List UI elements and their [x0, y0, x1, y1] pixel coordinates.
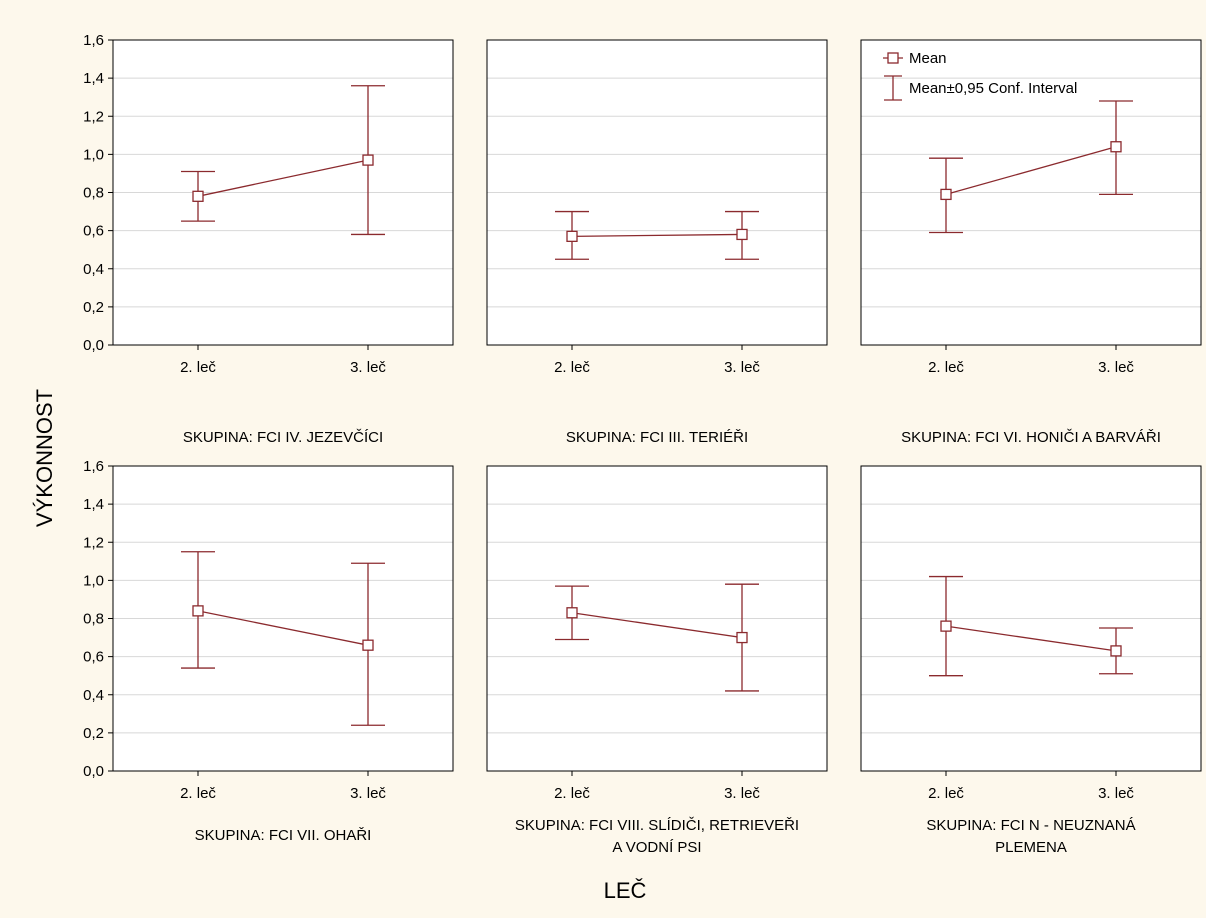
- mean-line: [945, 146, 1117, 196]
- mean-marker: [940, 620, 952, 632]
- plot-frame: [486, 465, 828, 772]
- y-tick-label: 0,4: [83, 261, 104, 278]
- y-tick-label: 1,2: [83, 108, 104, 125]
- mean-marker: [1110, 141, 1122, 153]
- x-tick-label: 2. leč: [554, 359, 590, 376]
- y-tick-label: 0,0: [83, 337, 104, 354]
- x-tick-label: 2. leč: [928, 359, 964, 376]
- mean-line: [197, 610, 369, 646]
- y-tick-label: 0,0: [83, 763, 104, 780]
- plot-frame: [860, 39, 1202, 346]
- panel-title: SKUPINA: FCI VIII. SLÍDIČI, RETRIEVEŘI: [515, 817, 799, 834]
- mean-line: [571, 612, 743, 639]
- mean-marker: [940, 188, 952, 201]
- panel-title: A VODNÍ PSI: [612, 839, 701, 856]
- x-tick-label: 2. leč: [928, 785, 964, 802]
- y-tick-label: 1,0: [83, 572, 104, 589]
- y-tick-label: 1,6: [83, 32, 104, 49]
- y-tick-label: 1,6: [83, 458, 104, 475]
- y-tick-label: 0,2: [83, 299, 104, 316]
- legend-ci-label: Mean±0,95 Conf. Interval: [909, 80, 1077, 97]
- y-axis-label: VÝKONNOST: [32, 389, 57, 527]
- plot-frame: [860, 465, 1202, 772]
- x-tick-label: 2. leč: [554, 785, 590, 802]
- mean-line: [197, 159, 369, 197]
- y-tick-label: 1,0: [83, 146, 104, 163]
- y-tick-label: 0,2: [83, 725, 104, 742]
- mean-marker: [736, 631, 748, 644]
- x-tick-label: 3. leč: [724, 785, 760, 802]
- y-tick-label: 0,4: [83, 687, 104, 704]
- y-tick-label: 1,4: [83, 70, 104, 87]
- mean-line: [571, 233, 743, 237]
- panel-title: SKUPINA: FCI IV. JEZEVČÍCI: [183, 429, 383, 446]
- x-tick-label: 2. leč: [180, 359, 216, 376]
- x-tick-label: 2. leč: [180, 785, 216, 802]
- x-tick-label: 3. leč: [350, 785, 386, 802]
- x-tick-label: 3. leč: [724, 359, 760, 376]
- legend-mean-marker: [887, 52, 899, 64]
- x-tick-label: 3. leč: [350, 359, 386, 376]
- y-tick-label: 0,8: [83, 611, 104, 628]
- mean-marker: [566, 230, 578, 242]
- mean-line: [945, 625, 1117, 652]
- x-axis-label: LEČ: [604, 878, 647, 903]
- mean-marker: [1110, 645, 1122, 657]
- panel-title: SKUPINA: FCI VII. OHAŘI: [195, 827, 372, 844]
- y-tick-label: 1,4: [83, 496, 104, 513]
- mean-marker: [362, 639, 374, 651]
- y-tick-label: 0,6: [83, 223, 104, 240]
- mean-marker: [736, 228, 748, 241]
- plot-frame: [486, 39, 828, 346]
- panel-title: SKUPINA: FCI III. TERIÉŘI: [566, 429, 748, 446]
- x-tick-label: 3. leč: [1098, 359, 1134, 376]
- mean-marker: [192, 190, 204, 202]
- y-tick-label: 0,6: [83, 649, 104, 666]
- legend-mean-label: Mean: [909, 50, 947, 67]
- panel-title: SKUPINA: FCI VI. HONIČI A BARVÁŘI: [901, 429, 1161, 446]
- mean-marker: [362, 154, 374, 166]
- mean-marker: [192, 605, 204, 617]
- mean-marker: [566, 607, 578, 619]
- x-tick-label: 3. leč: [1098, 785, 1134, 802]
- y-tick-label: 0,8: [83, 185, 104, 202]
- y-tick-label: 1,2: [83, 534, 104, 551]
- panel-title: SKUPINA: FCI N - NEUZNANÁ: [926, 817, 1135, 834]
- panel-title: PLEMENA: [995, 839, 1067, 856]
